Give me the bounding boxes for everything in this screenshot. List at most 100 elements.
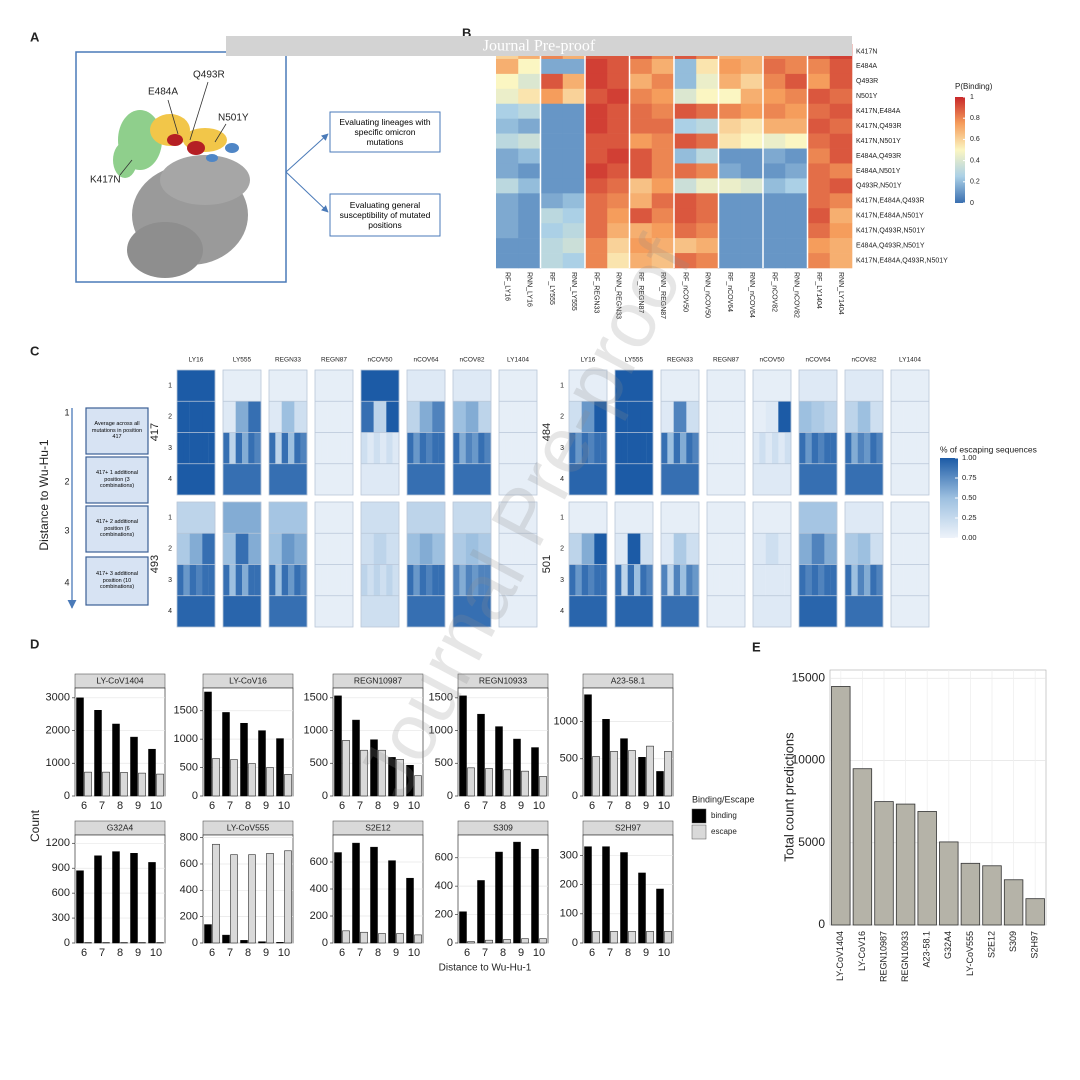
- bar: [156, 773, 164, 797]
- heat-cell: [726, 564, 733, 596]
- heat-cell: [505, 564, 512, 596]
- row-label: K417N,Q493R,N501Y: [856, 228, 925, 235]
- heat-cell: [581, 401, 595, 433]
- axis-label: Distance to Wu-Hu-1: [439, 963, 532, 974]
- heat-cell: [707, 502, 746, 534]
- box-text: Evaluating general susceptibility of mut…: [339, 199, 431, 231]
- heat-cell: [300, 432, 308, 464]
- x-tick-label: LY-CoV555: [965, 931, 975, 976]
- heat-cell: [248, 401, 262, 433]
- heat-cell: [540, 118, 564, 134]
- y-tick-label: 1000: [429, 724, 453, 736]
- heat-cell: [465, 401, 479, 433]
- heat-cell: [615, 370, 654, 402]
- legend-title: % of escaping sequences: [940, 444, 1037, 454]
- heat-cell: [807, 73, 831, 90]
- heat-cell: [740, 58, 764, 75]
- heat-cell: [732, 432, 739, 464]
- bar: [284, 774, 292, 797]
- heat-cell: [661, 564, 668, 596]
- heat-cell: [518, 178, 541, 194]
- heat-cell: [634, 432, 641, 464]
- y-tick-label: 400: [435, 880, 453, 892]
- heat-cell: [778, 533, 792, 565]
- heat-cell: [763, 163, 786, 179]
- bar: [276, 942, 284, 944]
- facet-title: REGN10933: [479, 675, 527, 685]
- heat-cell: [674, 223, 697, 239]
- heat-cell: [891, 533, 904, 565]
- heat-cell: [707, 595, 746, 627]
- bar: [360, 931, 368, 944]
- heat-cell: [891, 463, 930, 495]
- block-frame: [660, 369, 700, 496]
- panel-a-frame: [75, 51, 287, 283]
- box-text: Evaluating lineages with specific omicro…: [339, 116, 431, 148]
- heat-cell: [499, 502, 538, 534]
- row-label: 3: [560, 577, 564, 584]
- x-tick-label: 6: [464, 947, 470, 959]
- heat-cell: [229, 564, 236, 596]
- heat-cell: [621, 564, 628, 596]
- heat-cell: [718, 103, 742, 119]
- row-label: 2: [168, 414, 172, 421]
- heat-cell: [696, 178, 719, 194]
- heat-cell: [719, 533, 733, 565]
- heat-cell: [518, 73, 541, 90]
- block-frame: [706, 369, 746, 496]
- heat-cell: [254, 564, 262, 596]
- heat-cell: [615, 432, 622, 464]
- heat-cell: [740, 148, 764, 164]
- bar: [531, 848, 539, 944]
- bar: [370, 739, 378, 797]
- heat-cell: [569, 502, 608, 534]
- heat-cell: [315, 564, 322, 596]
- heat-cell: [407, 432, 414, 464]
- heat-cell: [651, 88, 675, 105]
- heat-cell: [315, 533, 328, 565]
- column-label: REGN33: [667, 357, 693, 364]
- column-label: LY555: [625, 357, 644, 364]
- x-tick-label: 8: [245, 800, 251, 812]
- x-tick-label: 8: [625, 947, 631, 959]
- bar: [513, 738, 521, 797]
- heat-cell: [465, 432, 473, 464]
- heat-cell: [585, 193, 608, 209]
- heat-cell: [177, 432, 184, 464]
- box-text-holder: Evaluating lineages with specific omicro…: [339, 116, 431, 148]
- column-label: RF_REGN87: [637, 272, 644, 313]
- heat-cell: [696, 133, 719, 149]
- heat-cell: [696, 208, 719, 224]
- bar: [414, 775, 422, 797]
- block-frame: [752, 369, 792, 496]
- block-frame: [360, 369, 400, 496]
- heat-cell: [562, 193, 586, 209]
- y-tick-label: 2000: [46, 724, 70, 736]
- y-tick-label: 500: [310, 757, 328, 769]
- x-tick-label: S2H97: [1030, 931, 1040, 959]
- x-tick-label: 6: [589, 800, 595, 812]
- heat-cell: [496, 148, 519, 164]
- heat-cell: [518, 238, 541, 254]
- heat-cell: [674, 163, 697, 179]
- heat-cell: [651, 103, 675, 119]
- block-frame: [798, 501, 838, 628]
- bar: [222, 712, 230, 797]
- heat-cell: [588, 564, 595, 596]
- bar: [112, 851, 120, 944]
- step-text: 417+ 2 additional position (6 combinatio…: [95, 518, 139, 539]
- heat-cell: [496, 238, 519, 254]
- heat-cell: [600, 564, 608, 596]
- heat-cell: [254, 432, 262, 464]
- heat-cell: [692, 432, 700, 464]
- heat-cell: [540, 238, 564, 254]
- bar: [396, 759, 404, 797]
- heat-cell: [674, 208, 697, 224]
- heat-cell: [763, 148, 786, 164]
- heat-cell: [629, 193, 653, 209]
- bar: [521, 938, 529, 944]
- heat-cell: [785, 163, 808, 179]
- heat-cell: [540, 58, 564, 75]
- heat-cell: [629, 208, 653, 224]
